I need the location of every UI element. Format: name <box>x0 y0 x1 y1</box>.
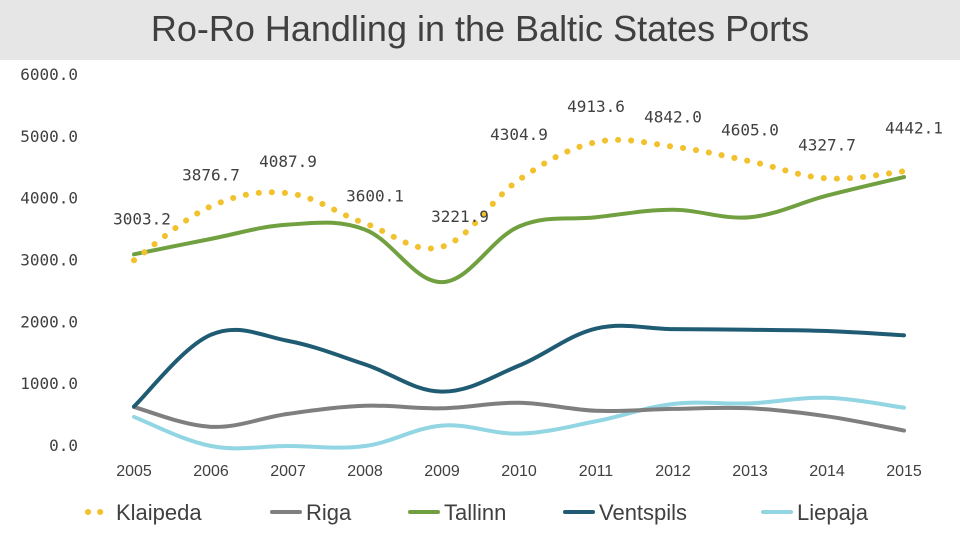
legend: Klaipeda Riga Tallinn Ventspils Liepaja <box>85 500 869 525</box>
series-line-tallinn <box>132 175 906 285</box>
x-tick-label: 2007 <box>270 463 306 480</box>
series-line-ventspils <box>132 323 906 409</box>
x-tick-label: 2010 <box>501 463 537 480</box>
y-tick-label: 3000.0 <box>20 251 78 270</box>
x-tick-label: 2014 <box>809 463 845 480</box>
data-label-klaipeda: 3003.2 <box>113 209 171 228</box>
y-tick-label: 2000.0 <box>20 312 78 331</box>
data-label-klaipeda: 4842.0 <box>644 108 702 127</box>
data-label-klaipeda: 4442.1 <box>885 118 943 137</box>
data-label-klaipeda: 4087.9 <box>259 152 317 171</box>
legend-label-liepaja: Liepaja <box>797 500 869 525</box>
legend-label-tallinn: Tallinn <box>444 500 506 525</box>
series-line-liepaja <box>132 395 906 451</box>
data-label-klaipeda: 3876.7 <box>182 165 240 184</box>
y-axis-ticks: 0.0 1000.0 2000.0 3000.0 4000.0 5000.0 6000.0 <box>20 65 78 455</box>
x-tick-label: 2011 <box>579 463 614 480</box>
x-tick-label: 2008 <box>347 463 383 480</box>
data-labels: 3003.2 3876.7 4087.9 3600.1 3221.9 4304.9 4913… <box>113 97 943 228</box>
y-tick-label: 4000.0 <box>20 189 78 208</box>
data-label-klaipeda: 3221.9 <box>431 207 489 226</box>
x-tick-label: 2006 <box>193 463 229 480</box>
series-lines <box>131 136 907 451</box>
x-tick-label: 2009 <box>424 463 460 480</box>
data-label-klaipeda: 4304.9 <box>490 125 548 144</box>
data-label-klaipeda: 3600.1 <box>346 186 404 205</box>
series-line-klaipeda <box>131 136 907 264</box>
chart-title: Ro-Ro Handling in the Baltic States Port… <box>150 8 810 49</box>
legend-label-klaipeda: Klaipeda <box>116 500 202 525</box>
y-tick-label: 0.0 <box>49 436 78 455</box>
legend-label-riga: Riga <box>306 500 352 525</box>
x-tick-label: 2005 <box>116 463 152 480</box>
data-label-klaipeda: 4605.0 <box>721 120 779 139</box>
x-tick-label: 2012 <box>655 463 691 480</box>
data-label-klaipeda: 4913.6 <box>567 97 625 116</box>
legend-label-ventspils: Ventspils <box>599 500 687 525</box>
y-tick-label: 6000.0 <box>20 65 78 84</box>
x-axis-ticks: 2005 2006 2007 2008 2009 2010 2011 2012 2013 2014… <box>116 463 922 480</box>
series-line-riga <box>132 400 906 433</box>
x-tick-label: 2013 <box>732 463 768 480</box>
x-tick-label: 2015 <box>886 463 922 480</box>
data-label-klaipeda: 4327.7 <box>798 135 856 154</box>
y-tick-label: 1000.0 <box>20 374 78 393</box>
title-bar <box>0 0 960 60</box>
y-tick-label: 5000.0 <box>20 127 78 146</box>
